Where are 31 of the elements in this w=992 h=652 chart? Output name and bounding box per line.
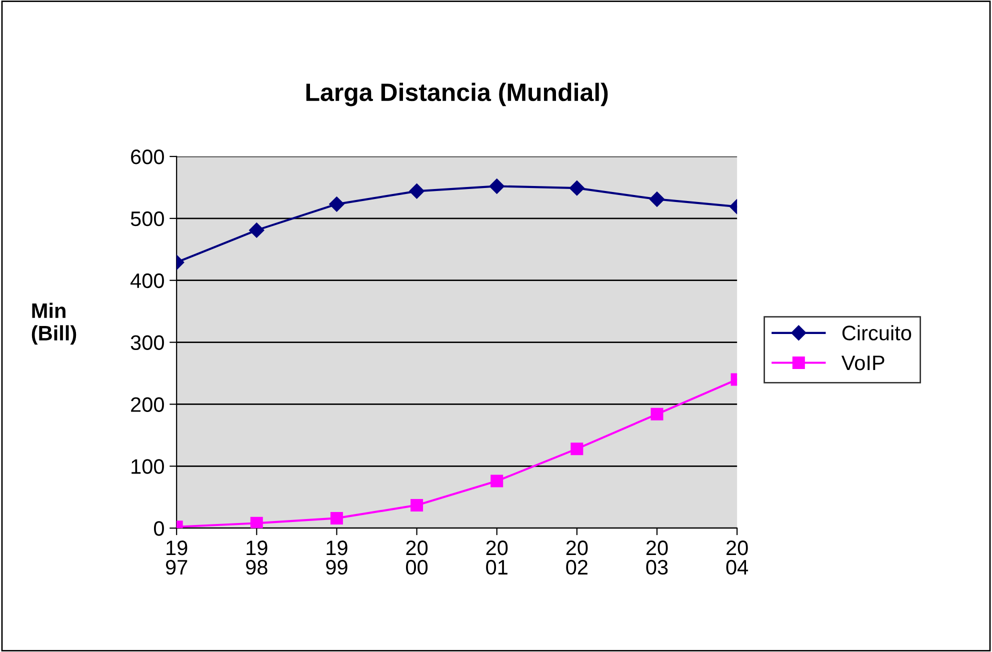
legend-label: Circuito: [842, 325, 912, 340]
point: [330, 512, 343, 524]
point: [329, 196, 344, 212]
y-tick-label: 600: [131, 149, 164, 164]
x-tick-label: 20 04: [726, 540, 748, 575]
x-tick-label: 19 99: [326, 540, 348, 575]
y-tick-label: 500: [130, 211, 164, 226]
point: [250, 516, 263, 528]
point: [409, 184, 424, 199]
y-tick-label: 400: [130, 273, 164, 288]
y-tick-label: 100: [132, 459, 164, 474]
x-tick-label: 20 03: [646, 540, 668, 575]
y-axis-title: Min (Bill): [32, 302, 76, 345]
point: [249, 222, 264, 238]
chart-title: Larga Distancia (Mundial): [306, 82, 608, 106]
x-tick-label: 19 98: [246, 540, 268, 575]
x-tick-label: 19 97: [166, 540, 188, 575]
y-tick-label: 200: [131, 397, 164, 412]
point: [489, 178, 504, 194]
x-tick-label: 20 01: [486, 540, 508, 575]
x-tick-label: 20 02: [566, 540, 588, 575]
legend-label: VoIP: [841, 356, 884, 370]
point: [649, 192, 665, 207]
x-tick-label: 20 00: [406, 540, 428, 575]
y-tick-label: 300: [130, 335, 164, 350]
point: [570, 442, 584, 456]
point: [410, 498, 424, 512]
y-tick-label: 0: [154, 521, 164, 536]
point: [650, 408, 664, 420]
point: [569, 180, 584, 196]
point: [490, 474, 504, 488]
